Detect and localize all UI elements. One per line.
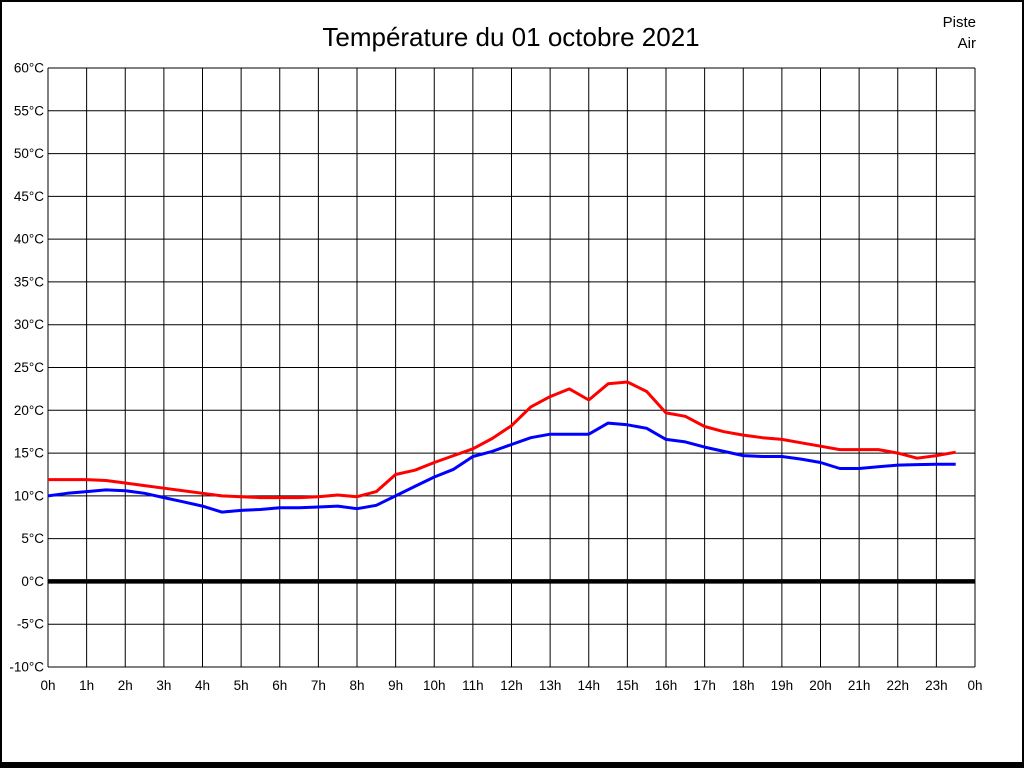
legend-air-label: Air <box>958 35 976 52</box>
x-tick-label: 5h <box>234 678 249 693</box>
x-tick-label: 0h <box>967 678 982 693</box>
y-tick-label: 55°C <box>14 103 44 118</box>
x-tick-label: 23h <box>925 678 948 693</box>
x-tick-label: 13h <box>539 678 562 693</box>
y-tick-label: 30°C <box>14 317 44 332</box>
y-tick-label: 10°C <box>14 488 44 503</box>
x-tick-label: 0h <box>40 678 55 693</box>
y-tick-label: 45°C <box>14 189 44 204</box>
x-tick-label: 6h <box>272 678 287 693</box>
y-tick-label: 50°C <box>14 146 44 161</box>
grid-lines <box>47 67 976 668</box>
x-tick-label: 7h <box>311 678 326 693</box>
x-tick-label: 18h <box>732 678 755 693</box>
y-tick-label: 5°C <box>21 531 44 546</box>
air-line <box>47 421 956 514</box>
y-tick-label: 60°C <box>14 61 44 76</box>
x-tick-label: 12h <box>500 678 523 693</box>
y-tick-label: 20°C <box>14 403 44 418</box>
x-tick-label: 14h <box>577 678 600 693</box>
legend-piste-label: Piste <box>943 14 976 31</box>
page-title: Température du 01 octobre 2021 <box>322 22 699 52</box>
data-series <box>47 380 956 514</box>
axis-tick-labels: 0h 1h 2h 3h 4h 5h 6h 7h 8h 9h 10h 11h 12h 13h 14h 15h 16… <box>9 61 982 694</box>
x-tick-label: 20h <box>809 678 832 693</box>
y-tick-label: -10°C <box>9 660 44 675</box>
y-tick-label: 15°C <box>14 446 44 461</box>
x-tick-label: 2h <box>118 678 133 693</box>
x-tick-label: 9h <box>388 678 403 693</box>
piste-line <box>48 380 956 500</box>
x-tick-label: 3h <box>156 678 171 693</box>
y-tick-label: 0°C <box>21 574 44 589</box>
x-tick-label: 16h <box>655 678 678 693</box>
x-tick-label: 19h <box>771 678 794 693</box>
y-tick-label: -5°C <box>17 617 44 632</box>
y-tick-label: 40°C <box>14 232 44 247</box>
x-tick-label: 15h <box>616 678 639 693</box>
x-tick-label: 17h <box>693 678 716 693</box>
x-tick-label: 22h <box>886 678 909 693</box>
x-tick-label: 4h <box>195 678 210 693</box>
x-tick-label: 8h <box>349 678 364 693</box>
x-tick-label: 10h <box>423 678 446 693</box>
x-tick-label: 11h <box>462 678 484 693</box>
y-tick-label: 35°C <box>14 274 44 289</box>
x-tick-label: 1h <box>79 678 94 693</box>
x-tick-label: 21h <box>848 678 871 693</box>
y-tick-label: 25°C <box>14 360 44 375</box>
